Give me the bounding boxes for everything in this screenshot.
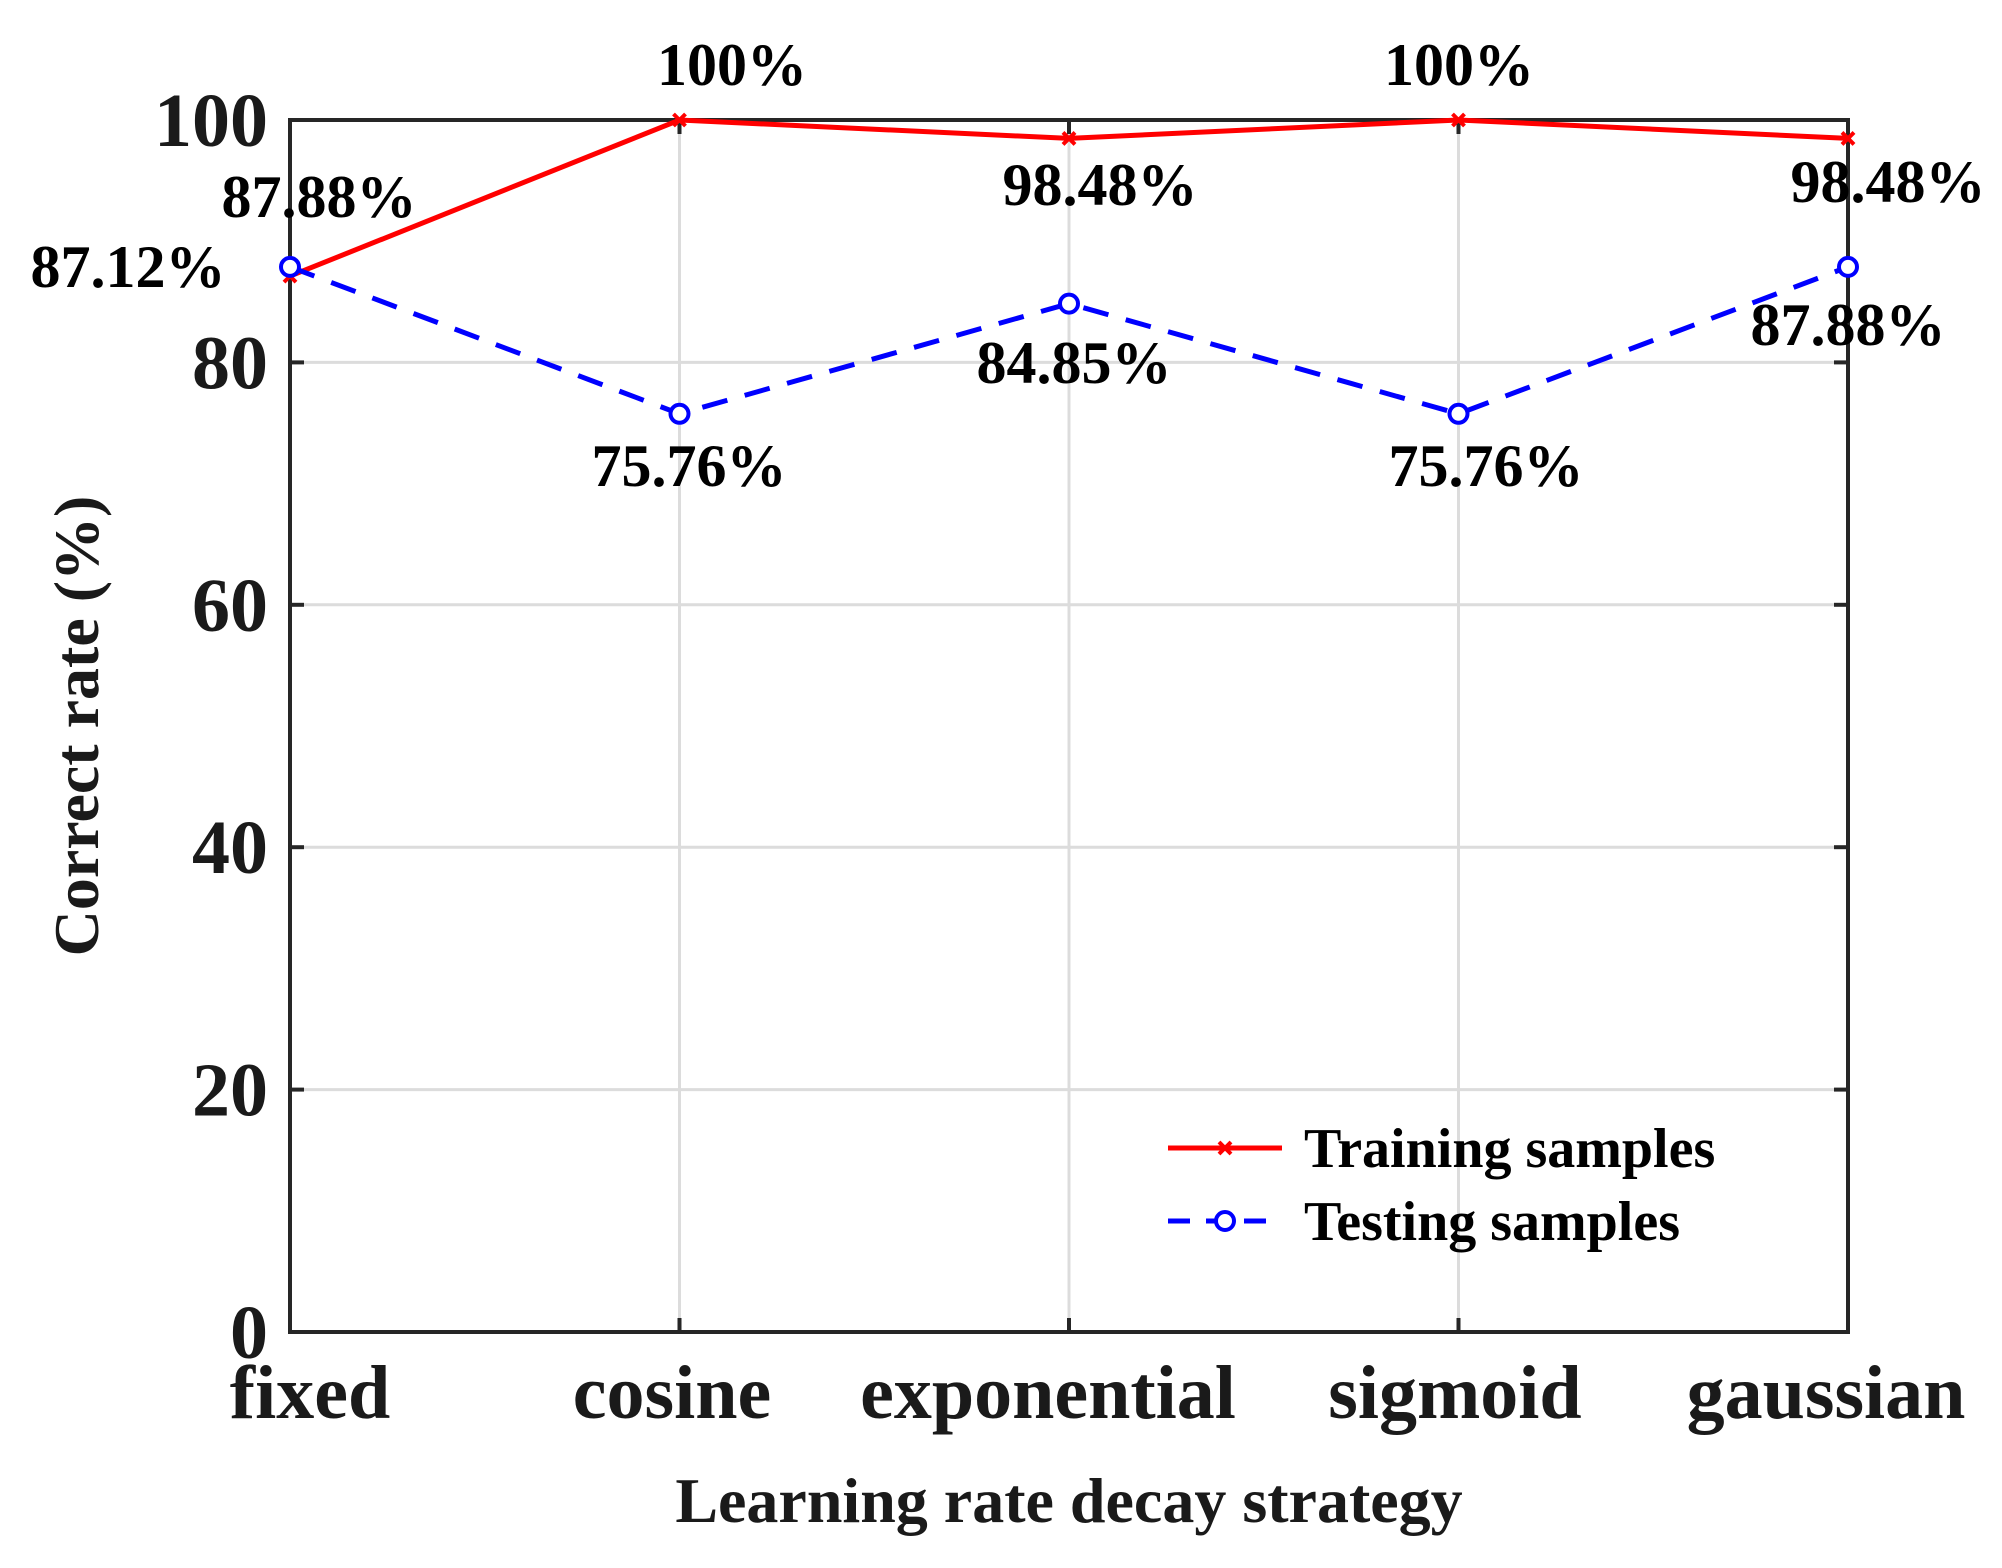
legend: Training samples Testing samples <box>1168 1118 1715 1253</box>
testing-point-marker <box>1447 402 1470 425</box>
y-tick-label: 20 <box>192 1049 268 1133</box>
axis-ticks: 0 20 40 60 80 100 fixed cosine exponential sigmoi… <box>154 79 1965 1435</box>
y-axis-title: Correct rate (%) <box>41 496 112 957</box>
y-tick-label: 60 <box>192 564 268 648</box>
testing-point-marker <box>1058 292 1080 315</box>
training-data-label: 87.12% <box>31 234 226 300</box>
x-marker-stroke <box>1840 131 1856 146</box>
testing-data-label: 75.76% <box>592 433 787 499</box>
x-tick-label: sigmoid <box>1328 1351 1581 1435</box>
legend-entry-training: Training samples <box>1168 1118 1715 1180</box>
legend-circle-marker-icon <box>1214 1210 1236 1232</box>
x-marker-stroke <box>1217 1140 1233 1156</box>
series-layer <box>279 112 1859 425</box>
legend-label-training: Training samples <box>1304 1118 1715 1180</box>
y-tick-label: 0 <box>230 1291 268 1375</box>
testing-data-label: 75.76% <box>1389 433 1584 499</box>
training-point-marker <box>1061 131 1077 146</box>
x-tick-label: cosine <box>573 1351 771 1435</box>
x-marker-stroke <box>672 112 687 128</box>
series-line-testing <box>289 264 1849 417</box>
testing-data-label: 87.88% <box>222 164 417 230</box>
legend-label-testing: Testing samples <box>1304 1191 1680 1253</box>
training-point-marker <box>1451 112 1466 128</box>
training-data-label: 100% <box>1384 32 1534 98</box>
training-point-marker <box>1840 131 1856 146</box>
x-marker-stroke <box>1451 112 1466 128</box>
x-tick-label: exponential <box>860 1351 1236 1435</box>
testing-point-marker <box>668 402 691 425</box>
testing-point-marker <box>1837 255 1859 278</box>
training-data-label: 98.48% <box>1791 149 1986 215</box>
x-tick-label: gaussian <box>1687 1351 1966 1435</box>
x-axis-title: Learning rate decay strategy <box>675 1465 1462 1536</box>
x-tick-label: fixed <box>230 1351 390 1435</box>
testing-point-marker <box>279 255 301 278</box>
x-marker-stroke <box>1061 131 1077 146</box>
legend-entry-testing: Testing samples <box>1168 1191 1680 1253</box>
training-data-label: 98.48% <box>1003 152 1198 218</box>
testing-data-label: 87.88% <box>1751 292 1946 358</box>
data-labels: 87.12% 100% 98.48% 100% 98.48% 87.88% 75.76% 84… <box>31 32 1986 499</box>
y-tick-label: 80 <box>192 321 268 405</box>
y-tick-label: 40 <box>192 806 268 890</box>
training-data-label: 100% <box>657 32 807 98</box>
y-tick-label: 100 <box>154 79 268 163</box>
training-point-marker <box>672 112 687 128</box>
legend-x-marker-icon <box>1217 1140 1233 1156</box>
testing-data-label: 84.85% <box>977 330 1172 396</box>
